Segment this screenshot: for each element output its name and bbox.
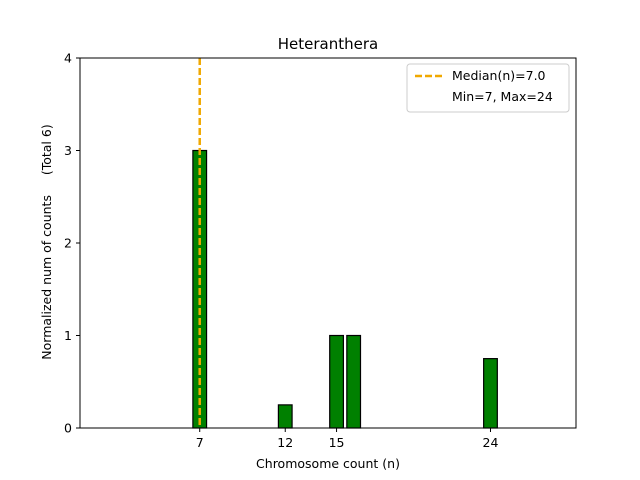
x-axis-ticks: 7 12 15 24 bbox=[196, 428, 499, 450]
x-tick-label-1: 12 bbox=[277, 435, 293, 450]
chart-title: Heteranthera bbox=[278, 35, 378, 53]
bar-2 bbox=[329, 334, 344, 429]
plot-area-frame bbox=[79, 57, 577, 429]
x-tick-label-0: 7 bbox=[196, 435, 204, 450]
y-axis-ticks: 0 1 2 3 4 bbox=[64, 51, 80, 436]
bars-group bbox=[192, 149, 498, 429]
legend-median-label: Median(n)=7.0 bbox=[452, 68, 546, 83]
bar-1 bbox=[277, 404, 293, 429]
x-tick-label-2: 15 bbox=[329, 435, 345, 450]
y-tick-label-4: 4 bbox=[64, 51, 72, 66]
legend-range-label: Min=7, Max=24 bbox=[452, 89, 553, 104]
y-tick-label-0: 0 bbox=[64, 421, 72, 436]
bar-4 bbox=[483, 358, 498, 429]
legend: Median(n)=7.0 Min=7, Max=24 bbox=[406, 63, 570, 113]
x-axis-label: Chromosome count (n) bbox=[256, 456, 400, 471]
y-tick-label-3: 3 bbox=[64, 143, 72, 158]
legend-box bbox=[406, 63, 570, 113]
y-tick-label-1: 1 bbox=[64, 328, 72, 343]
x-tick-label-3: 24 bbox=[483, 435, 499, 450]
bar-3 bbox=[346, 334, 362, 429]
y-tick-label-2: 2 bbox=[64, 236, 72, 251]
y-axis-label: Normalized num of counts (Total 6) bbox=[39, 124, 54, 359]
